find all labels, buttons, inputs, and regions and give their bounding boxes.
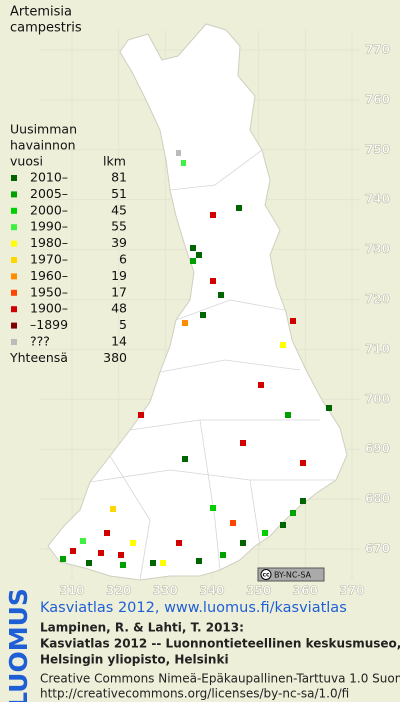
y-coordinate-label: 740 (365, 192, 390, 206)
y-coordinate-label: 700 (365, 392, 390, 406)
license-badge: cc BY-NC-SA (257, 567, 325, 582)
y-coordinate-label: 760 (365, 92, 390, 106)
brand-logo: LUOMUS (4, 588, 33, 702)
legend-swatch (11, 175, 17, 181)
legend-swatch (11, 191, 17, 198)
legend-label: –1899 (30, 317, 68, 332)
legend-count: 55 (111, 219, 127, 234)
region-borders (89, 149, 336, 581)
finland-outline (47, 23, 348, 581)
legend-label: 1990– (30, 219, 68, 234)
x-coordinate-label: 350 (246, 584, 271, 598)
y-coordinate-label: 720 (365, 292, 390, 306)
legend-header: Uusimman (10, 122, 77, 137)
y-coordinate-label: 690 (365, 442, 390, 456)
legend-swatch (11, 289, 17, 296)
x-coordinate-label: 320 (106, 584, 131, 598)
legend-label: 1970– (30, 252, 68, 267)
legend-label: 2000– (30, 202, 68, 217)
y-coordinate-label: 680 (365, 492, 390, 506)
legend-label: 1960– (30, 268, 68, 283)
legend-count: 14 (111, 334, 127, 349)
legend-label: 2010– (30, 170, 68, 185)
license-badge-text: BY-NC-SA (274, 571, 312, 580)
cc-icon: cc (262, 572, 270, 579)
citation: Helsingin yliopisto, Helsinki (40, 653, 229, 667)
x-coordinate-label: 340 (199, 584, 224, 598)
y-coordinate-label: 730 (365, 242, 390, 256)
citation: Lampinen, R. & Lahti, T. 2013: (40, 621, 244, 635)
observation-squares (60, 150, 332, 568)
legend-count: 19 (111, 268, 127, 283)
legend-swatch (11, 207, 17, 214)
legend-count: 6 (119, 252, 127, 267)
x-coordinate-label: 330 (153, 584, 178, 598)
legend-count: 51 (111, 186, 127, 201)
x-coordinate-label: 310 (59, 584, 84, 598)
legend-count: 17 (111, 284, 127, 299)
legend-swatch (11, 224, 17, 231)
legend-label: 2005– (30, 186, 68, 201)
x-coordinate-label: 360 (293, 584, 318, 598)
y-coordinate-label: 770 (365, 43, 390, 57)
legend-total-label: Yhteensä (9, 350, 68, 365)
license-url[interactable]: http://creativecommons.org/licenses/by-n… (40, 687, 349, 701)
title: Artemisia (10, 5, 72, 20)
y-coordinate-label: 710 (365, 342, 390, 356)
legend-count: 5 (119, 317, 127, 332)
y-coordinate-label: 670 (365, 542, 390, 556)
legend-swatch (11, 306, 17, 313)
legend-label: 1900– (30, 301, 68, 316)
legend-count-header: lkm (103, 154, 126, 169)
legend-swatch (11, 257, 17, 263)
title: campestris (10, 21, 82, 36)
legend-label: 1980– (30, 235, 68, 250)
legend-count: 48 (111, 301, 127, 316)
legend-header: vuosi (10, 154, 43, 169)
license-text: Creative Commons Nimeä-Epäkaupallinen-Ta… (40, 672, 400, 686)
legend-swatch (11, 273, 17, 280)
legend-swatch (11, 339, 17, 345)
y-coordinate-label: 750 (365, 142, 390, 156)
legend-label: ??? (30, 334, 50, 349)
legend-count: 39 (111, 235, 127, 250)
footer-link[interactable]: Kasviatlas 2012, www.luomus.fi/kasviatla… (40, 600, 347, 616)
legend-total: 380 (103, 350, 127, 365)
legend-count: 45 (111, 202, 127, 217)
legend-label: 1950– (30, 284, 68, 299)
citation: Kasviatlas 2012 -- Luonnontieteellinen k… (40, 637, 400, 651)
x-coordinate-label: 370 (339, 584, 364, 598)
legend-swatch (11, 322, 17, 329)
legend-swatch (11, 240, 17, 247)
legend-count: 81 (111, 170, 127, 185)
legend-header: havainnon (10, 138, 76, 153)
